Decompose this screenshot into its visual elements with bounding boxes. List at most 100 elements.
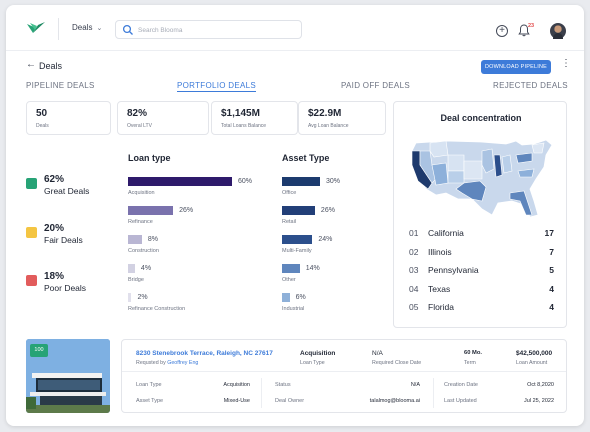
detail-value: Mixed-Use xyxy=(223,398,250,404)
loan-type-row: 26% Refinance xyxy=(128,206,278,230)
chevron-down-icon: ⌄ xyxy=(96,25,103,32)
detail-value[interactable]: talalmog@blooma.ai xyxy=(369,398,420,404)
loan-type-label: Bridge xyxy=(128,277,144,283)
asset-type-row: 26% Retail xyxy=(282,206,432,230)
page-title: Deals xyxy=(39,61,63,71)
state-name: California xyxy=(428,228,464,238)
loan-type-percent: 8% xyxy=(147,236,158,243)
deal-count: 5 xyxy=(549,265,554,275)
more-options-icon[interactable]: ⋮ xyxy=(561,58,571,69)
deal-address-link[interactable]: 8230 Stenebrook Terrace, Raleigh, NC 276… xyxy=(136,350,273,357)
close-date-label: Required Close Date xyxy=(372,360,422,366)
state-name: Texas xyxy=(428,283,451,294)
concentration-item: 01 California 17 xyxy=(409,228,554,240)
notification-count: 23 xyxy=(528,23,535,29)
stat-card-ltv: 82% Overal LTV xyxy=(117,101,209,135)
stat-value: $1,145M xyxy=(221,108,260,119)
state-name: Pennsylvania xyxy=(428,265,479,275)
loan-type-percent: 4% xyxy=(140,265,152,272)
deal-concentration-title: Deal concentration xyxy=(440,113,522,123)
loan-type-value: Acquisition xyxy=(300,350,336,357)
concentration-item: 04 Texas 4 xyxy=(409,284,554,296)
asset-type-bar xyxy=(282,264,300,273)
back-arrow-icon[interactable]: ← xyxy=(26,59,36,70)
requester-link[interactable]: Geoffrey Eng xyxy=(167,360,199,366)
loan-type-label: Loan Type xyxy=(300,360,325,366)
divider xyxy=(58,18,59,40)
stat-card-total-balance: $1,145M Total Loans Balance xyxy=(211,101,298,135)
tab-paid-off-deals[interactable]: PAID OFF DEALS xyxy=(341,81,410,90)
grade-label: Great Deals xyxy=(44,186,90,196)
download-pipeline-button[interactable]: DOWNLOAD PIPELINE xyxy=(481,60,551,74)
deal-count: 4 xyxy=(549,283,554,294)
detail-label: Loan Type xyxy=(136,382,162,388)
loan-type-bar xyxy=(128,293,132,302)
stat-card-deals: 50 Deals xyxy=(26,101,111,135)
loan-type-bar xyxy=(128,264,135,273)
stat-label: Avg Loan Balance xyxy=(308,123,349,129)
rank-number: 04 xyxy=(409,283,419,294)
us-map xyxy=(411,139,553,218)
rank-number: 02 xyxy=(409,246,419,257)
bell-icon[interactable] xyxy=(518,24,530,37)
detail-value: Jul 25, 2022 xyxy=(524,398,554,404)
deal-count: 4 xyxy=(549,302,554,312)
loan-type-bar xyxy=(128,177,232,186)
add-icon[interactable]: + xyxy=(496,25,508,37)
deal-count: 17 xyxy=(544,228,554,238)
asset-type-row: 14% Other xyxy=(282,264,432,288)
deals-dropdown-label: Deals xyxy=(72,23,93,32)
search-box[interactable] xyxy=(115,20,302,39)
detail-label: Creation Date xyxy=(444,382,478,388)
grade-percent: 62% xyxy=(44,174,65,185)
state-name: Florida xyxy=(428,302,454,312)
asset-type-row: 24% Multi-Family xyxy=(282,235,432,259)
top-bar: Deals⌄ + 23 xyxy=(6,5,584,51)
asset-type-label: Office xyxy=(282,190,297,196)
blooma-logo-icon[interactable] xyxy=(26,21,46,35)
detail-value: Oct 8,2020 xyxy=(527,382,554,388)
asset-type-label: Other xyxy=(282,277,296,283)
loan-type-row: 2% Refinance Construction xyxy=(128,293,278,317)
stat-value: $22.9M xyxy=(308,108,342,119)
loan-type-percent: 60% xyxy=(238,178,253,185)
deal-concentration-card: Deal concentration 01 California 17 02 Illin… xyxy=(393,101,567,328)
deal-count: 7 xyxy=(549,246,554,257)
loan-type-label: Refinance xyxy=(128,219,153,225)
grade-percent: 20% xyxy=(44,223,65,234)
stat-value: 82% xyxy=(127,108,148,119)
loan-type-row: 4% Bridge xyxy=(128,264,278,288)
deals-dropdown[interactable]: Deals ⌄ xyxy=(72,23,102,32)
grade-swatch xyxy=(26,227,37,238)
property-photo[interactable]: 100 xyxy=(26,339,110,413)
asset-type-percent: 6% xyxy=(295,294,306,301)
tab-portfolio-deals[interactable]: PORTFOLIO DEALS xyxy=(177,81,257,92)
detail-value: N/A xyxy=(410,382,420,388)
asset-type-percent: 14% xyxy=(305,265,320,272)
loan-type-label: Refinance Construction xyxy=(128,306,186,312)
grade-label: Poor Deals xyxy=(44,283,87,293)
rank-number: 03 xyxy=(409,265,419,275)
loan-type-title: Loan type xyxy=(128,153,171,163)
grade-swatch xyxy=(26,178,37,189)
search-icon xyxy=(122,24,133,35)
requested-by-prefix: Requsted by xyxy=(136,360,166,366)
detail-label: Last Updated xyxy=(444,398,477,404)
tab-rejected-deals[interactable]: REJECTED DEALS xyxy=(493,81,568,90)
asset-type-percent: 26% xyxy=(320,207,335,214)
detail-label: Asset Type xyxy=(136,398,164,404)
asset-type-row: 30% Office xyxy=(282,177,432,201)
rank-number: 05 xyxy=(409,302,419,312)
app-window: Deals⌄ + 23 ← Deals DOWNLOAD PIPELINE ⋮ … xyxy=(6,5,584,426)
tab-pipeline-deals[interactable]: PIPELINE DEALS xyxy=(26,81,95,90)
loan-amount-label: Loan Amount xyxy=(516,360,548,366)
state-name: Illinois xyxy=(428,246,452,257)
loan-type-bar xyxy=(128,206,174,215)
asset-type-bar xyxy=(282,235,313,244)
loan-type-row: 8% Construction xyxy=(128,235,278,259)
avatar[interactable] xyxy=(550,23,566,39)
asset-type-label: Retail xyxy=(282,219,297,225)
search-input[interactable] xyxy=(138,23,293,37)
stat-label: Total Loans Balance xyxy=(221,123,267,129)
divider xyxy=(122,371,566,372)
